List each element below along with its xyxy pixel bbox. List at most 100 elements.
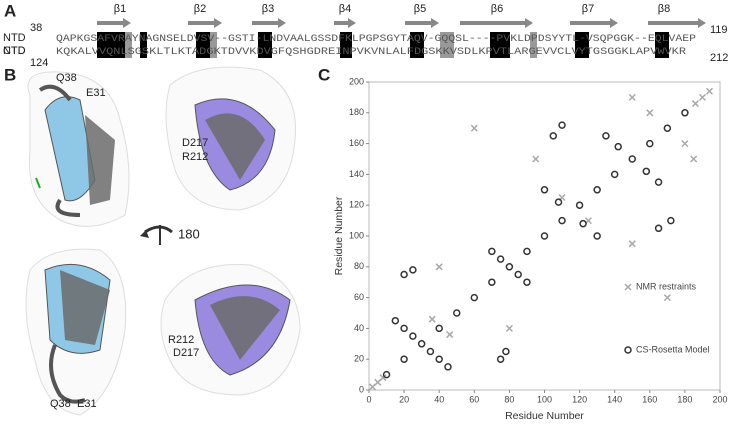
point	[691, 100, 699, 108]
x-tick-label: 40	[434, 394, 444, 404]
alignment: β1 β2 β3 β4 β5 β6 β7 β8 38 NTD NTD CTD 1…	[3, 3, 728, 69]
strand-label: β4	[339, 3, 351, 15]
residue-label: E31	[77, 398, 97, 410]
y-tick-label: 120	[349, 200, 364, 210]
x-tick-label: 80	[504, 394, 514, 404]
point	[705, 87, 714, 95]
point	[642, 167, 651, 176]
y-axis-label: Residue Number	[333, 196, 345, 275]
point	[667, 216, 675, 225]
y-tick-label: 200	[349, 76, 364, 86]
point	[391, 316, 400, 325]
point	[549, 132, 558, 140]
point	[496, 255, 505, 263]
point	[523, 278, 531, 286]
point	[646, 109, 654, 117]
point	[379, 374, 387, 382]
point	[698, 93, 706, 101]
point	[435, 263, 443, 271]
point	[579, 219, 587, 228]
point	[681, 109, 689, 117]
strand-label: β1	[114, 3, 126, 15]
panel-label: C	[318, 65, 330, 84]
residue-label: Q38	[56, 72, 77, 84]
structure-top-left	[27, 71, 130, 227]
point	[453, 309, 461, 317]
residue-label: R212	[168, 334, 194, 346]
point	[690, 155, 698, 163]
point	[646, 139, 654, 148]
panel-label: A	[4, 1, 16, 20]
point	[663, 124, 672, 132]
point	[628, 240, 636, 248]
point	[681, 140, 689, 148]
point	[496, 355, 505, 363]
y-tick-label: 0	[359, 384, 364, 394]
x-axis-label: Residue Number	[505, 410, 584, 422]
seq-end: 212	[710, 52, 728, 64]
point	[400, 355, 408, 363]
point	[575, 201, 584, 209]
point	[502, 347, 510, 356]
strand-label: β6	[491, 3, 503, 15]
point	[610, 170, 619, 179]
rotation-arrow	[140, 225, 173, 245]
residue-label: D217	[173, 347, 199, 359]
legend-marker	[624, 346, 632, 354]
point	[435, 324, 443, 333]
point	[663, 294, 671, 302]
legend-label: NMR restraints	[636, 281, 697, 291]
point	[409, 332, 417, 340]
seq-start: 38	[30, 22, 42, 34]
point	[470, 124, 478, 132]
structure-top-right	[165, 66, 297, 211]
strand-arrows	[97, 18, 706, 28]
point	[602, 132, 610, 140]
y-tick-label: 80	[354, 261, 364, 271]
point	[614, 142, 622, 151]
y-tick-label: 180	[349, 107, 364, 117]
point	[628, 155, 636, 163]
point	[488, 278, 496, 286]
point	[558, 216, 566, 225]
x-tick-label: 100	[537, 394, 552, 404]
y-tick-label: 40	[354, 323, 364, 333]
ntd-sequence: QAPKGSAFVRAYNAGNSELDVSV--GSTI-LNDVAALGSS…	[56, 33, 696, 45]
point	[628, 93, 636, 101]
point	[400, 324, 408, 333]
x-tick-label: 20	[399, 394, 409, 404]
legend-marker	[624, 283, 632, 291]
legend-label: CS-Rosetta Model	[636, 344, 710, 354]
strand-label: β7	[582, 3, 594, 15]
point	[514, 270, 522, 279]
panel-label: B	[4, 65, 16, 84]
point	[428, 315, 436, 323]
y-tick-label: 160	[349, 138, 364, 148]
x-tick-label: 120	[572, 394, 587, 404]
point	[532, 155, 540, 163]
x-tick-label: 60	[469, 394, 479, 404]
residue-label: Q38	[50, 398, 71, 410]
ctd-sequence: KQKALVVQNLSGSKLTLKTADGKTDVVKDVGFQSHGDREI…	[56, 46, 687, 58]
point	[505, 324, 513, 332]
y-tick-label: 100	[349, 230, 364, 240]
point	[435, 355, 443, 363]
residue-label: D217	[182, 137, 208, 149]
contact-map: 0 20 40 60 80 100 120 140 160 180 200 0 20 40 60 80 100 1…	[333, 76, 728, 421]
strand-label: β8	[658, 3, 670, 15]
seq-name: NTD	[3, 45, 26, 57]
seq-end: 119	[710, 24, 728, 36]
x-tick-label: 200	[712, 394, 727, 404]
similarity-boxes	[125, 32, 537, 58]
point	[409, 266, 417, 274]
y-tick-label: 20	[354, 354, 364, 364]
structure-bottom-left	[25, 248, 127, 416]
structure-bottom-right	[160, 263, 301, 396]
strand-label: β3	[262, 3, 274, 15]
x-tick-label: 180	[677, 394, 692, 404]
point	[382, 370, 391, 379]
point	[446, 331, 454, 339]
x-tick-label: 0	[366, 394, 371, 404]
strand-label: β2	[194, 3, 206, 15]
point	[505, 263, 514, 271]
